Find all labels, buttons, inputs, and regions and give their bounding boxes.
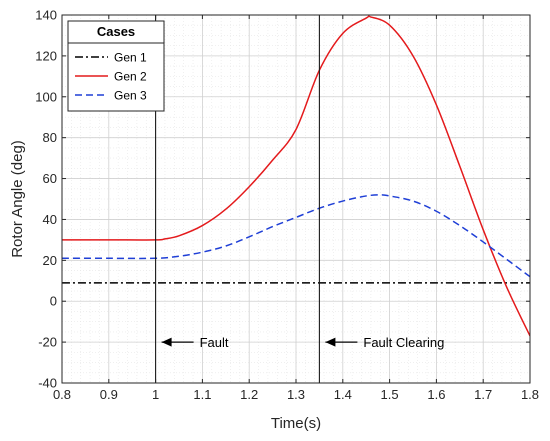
y-tick-label: -40	[38, 376, 57, 391]
x-tick-label: 1.2	[240, 387, 258, 402]
x-tick-label: 1.7	[474, 387, 492, 402]
y-tick-label: 120	[35, 48, 57, 63]
y-tick-label: 140	[35, 8, 57, 23]
y-tick-label: 20	[43, 253, 57, 268]
series-line-gen-3	[62, 194, 530, 278]
x-tick-label: 1.8	[521, 387, 539, 402]
y-tick-label: 40	[43, 212, 57, 227]
annotation-arrow-head	[161, 337, 172, 347]
y-tick-label: 100	[35, 89, 57, 104]
x-tick-label: 1.3	[287, 387, 305, 402]
x-tick-label: 0.8	[53, 387, 71, 402]
y-tick-label: 60	[43, 171, 57, 186]
legend-entry: Gen 3	[114, 89, 147, 103]
y-axis-ticks: -40 -20 0 20 40 60 80 100 120 140	[35, 8, 530, 391]
annotations: Fault Fault Clearing	[161, 335, 444, 350]
x-axis-label: Time(s)	[271, 415, 321, 432]
x-tick-label: 1.4	[334, 387, 352, 402]
legend-title: Cases	[97, 24, 135, 39]
y-axis-label: Rotor Angle (deg)	[9, 140, 26, 258]
x-tick-label: 1.1	[193, 387, 211, 402]
y-tick-label: -20	[38, 335, 57, 350]
legend: Cases Gen 1 Gen 2 Gen 3	[67, 20, 165, 112]
annotation-arrow-head	[325, 337, 336, 347]
x-tick-label: 1.6	[427, 387, 445, 402]
y-tick-label: 80	[43, 130, 57, 145]
x-tick-label: 1.5	[381, 387, 399, 402]
annotation-label: Fault Clearing	[363, 335, 444, 350]
legend-entry: Gen 2	[114, 70, 147, 84]
x-axis-ticks: 0.8 0.9 1 1.1 1.2 1.3 1.4 1.5 1.6 1.7 1.8	[53, 15, 539, 402]
legend-box	[67, 20, 165, 112]
legend-entry: Gen 1	[114, 51, 147, 65]
y-tick-label: 0	[50, 294, 57, 309]
x-tick-label: 0.9	[100, 387, 118, 402]
annotation-label: Fault	[200, 335, 229, 350]
x-tick-label: 1	[152, 387, 159, 402]
